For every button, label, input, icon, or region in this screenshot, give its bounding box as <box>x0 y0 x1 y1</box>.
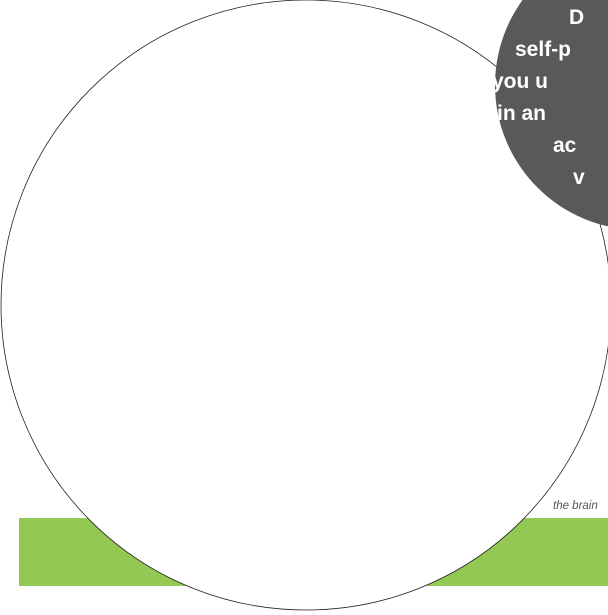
callout-line-3: you u <box>492 70 548 93</box>
callout-line-5: ac <box>553 134 577 157</box>
callout-line-1: D <box>569 6 584 29</box>
caption: the brain <box>553 500 598 512</box>
callout-line-6: v <box>573 166 585 189</box>
callout-bubble <box>495 0 608 227</box>
callout-line-4: in an <box>497 102 546 125</box>
callout-line-2: self-p <box>515 38 571 61</box>
